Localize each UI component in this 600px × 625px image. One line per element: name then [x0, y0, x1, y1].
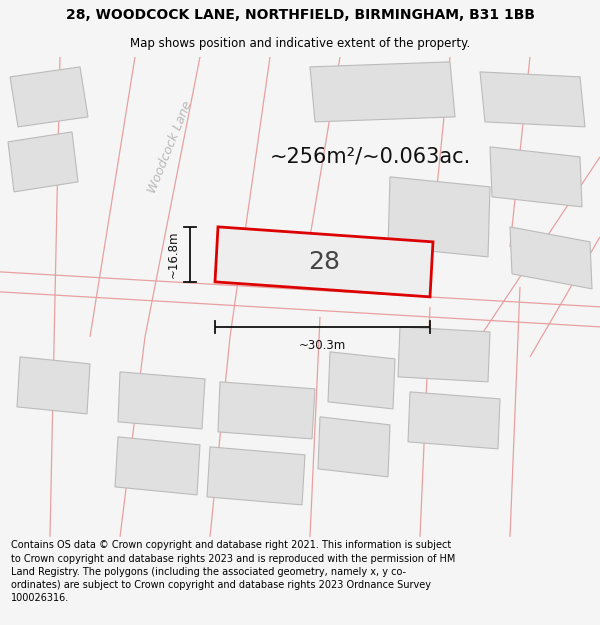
Polygon shape	[10, 67, 88, 127]
Text: ~30.3m: ~30.3m	[299, 339, 346, 352]
Polygon shape	[480, 72, 585, 127]
Polygon shape	[388, 177, 490, 257]
Polygon shape	[328, 352, 395, 409]
Polygon shape	[408, 392, 500, 449]
Polygon shape	[17, 357, 90, 414]
Text: 28: 28	[308, 250, 340, 274]
Polygon shape	[115, 437, 200, 495]
Polygon shape	[510, 227, 592, 289]
Polygon shape	[207, 447, 305, 505]
Polygon shape	[8, 132, 78, 192]
Polygon shape	[218, 382, 315, 439]
Text: ~16.8m: ~16.8m	[167, 231, 180, 278]
Polygon shape	[490, 147, 582, 207]
Text: 28, WOODCOCK LANE, NORTHFIELD, BIRMINGHAM, B31 1BB: 28, WOODCOCK LANE, NORTHFIELD, BIRMINGHA…	[65, 8, 535, 22]
Polygon shape	[398, 327, 490, 382]
Text: Map shows position and indicative extent of the property.: Map shows position and indicative extent…	[130, 38, 470, 51]
Polygon shape	[318, 417, 390, 477]
Polygon shape	[310, 62, 455, 122]
Polygon shape	[118, 372, 205, 429]
Polygon shape	[215, 227, 433, 297]
Text: Woodcock Lane: Woodcock Lane	[146, 99, 194, 195]
Text: Contains OS data © Crown copyright and database right 2021. This information is : Contains OS data © Crown copyright and d…	[11, 541, 455, 603]
Text: ~256m²/~0.063ac.: ~256m²/~0.063ac.	[269, 147, 470, 167]
